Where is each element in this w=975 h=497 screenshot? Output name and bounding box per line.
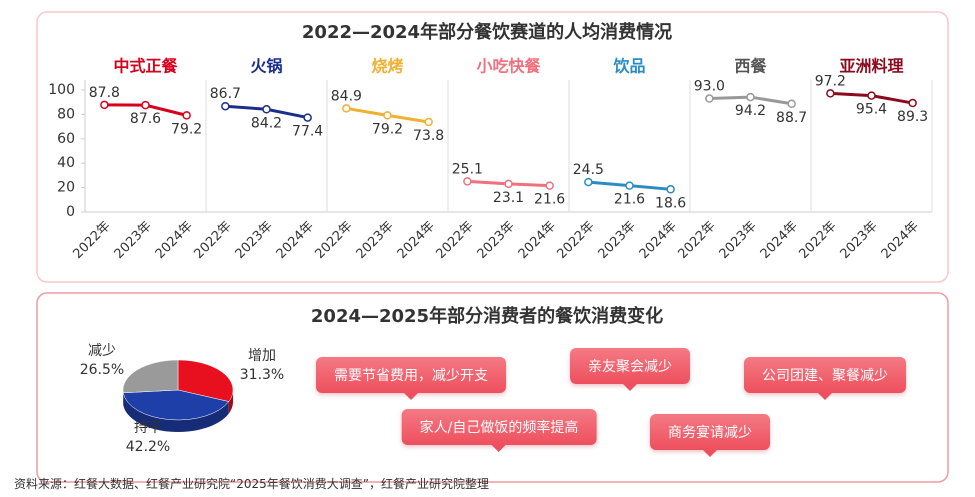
y-tick-label: 0 xyxy=(66,204,75,220)
data-label: 94.2 xyxy=(735,103,766,119)
data-label: 93.0 xyxy=(694,79,725,95)
data-point xyxy=(666,185,675,194)
series-name: 西餐 xyxy=(734,57,767,76)
data-point xyxy=(584,177,593,187)
data-point xyxy=(141,100,150,110)
data-label: 73.8 xyxy=(413,128,444,144)
pie-label: 增加 xyxy=(248,348,276,364)
reason-tag: 亲友聚会减少 xyxy=(570,348,690,391)
data-label: 84.9 xyxy=(331,88,362,104)
data-label: 79.2 xyxy=(171,121,202,137)
series-name: 小吃快餐 xyxy=(476,57,541,76)
pie-slice xyxy=(177,359,234,402)
data-label: 84.2 xyxy=(251,115,282,131)
data-label: 87.6 xyxy=(130,111,161,127)
source-note: 资料来源：红餐大数据、红餐产业研究院“2025年餐饮消费大调查”，红餐产业研究院… xyxy=(14,477,489,491)
data-point xyxy=(705,94,714,103)
reason-tag: 商务宴请减少 xyxy=(650,414,770,457)
data-label: 21.6 xyxy=(614,192,645,208)
data-label: 97.2 xyxy=(815,73,846,89)
data-label: 18.6 xyxy=(655,195,686,211)
data-label: 24.5 xyxy=(573,162,604,178)
data-point xyxy=(221,101,230,111)
data-label: 79.2 xyxy=(372,121,403,137)
data-label: 77.4 xyxy=(292,124,323,140)
reason-tag: 公司团建、聚餐减少 xyxy=(744,357,906,400)
data-point xyxy=(545,181,554,190)
data-point xyxy=(262,105,271,114)
y-tick-label: 60 xyxy=(57,131,75,147)
top-panel xyxy=(36,11,949,283)
series-name: 火锅 xyxy=(250,57,282,76)
pie-slice xyxy=(122,359,179,394)
data-label: 25.1 xyxy=(452,161,483,177)
data-point xyxy=(908,98,917,108)
pie-label: 减少 xyxy=(88,343,116,359)
data-label: 87.8 xyxy=(89,85,120,101)
data-point xyxy=(424,117,433,127)
reason-tag: 家人/自己做饭的频率提高 xyxy=(401,409,597,452)
pie-value: 42.2% xyxy=(126,439,170,455)
data-point xyxy=(182,111,191,120)
data-label: 21.6 xyxy=(534,192,565,208)
data-label: 23.1 xyxy=(493,190,524,206)
data-point xyxy=(100,100,109,110)
data-label: 88.7 xyxy=(776,110,807,126)
series-name: 烧烤 xyxy=(371,57,403,76)
data-point xyxy=(746,92,755,102)
data-point xyxy=(383,111,392,120)
pie-value: 26.5% xyxy=(80,362,124,378)
series-name: 中式正餐 xyxy=(113,57,178,76)
data-point xyxy=(867,91,876,100)
data-point xyxy=(303,113,312,122)
pie-label: 持平 xyxy=(134,420,162,436)
pie-value: 31.3% xyxy=(240,367,284,383)
y-tick-label: 100 xyxy=(48,82,75,98)
pie-slice xyxy=(122,389,230,421)
data-label: 89.3 xyxy=(897,109,928,125)
series-name: 饮品 xyxy=(612,57,645,76)
y-tick-label: 80 xyxy=(57,106,75,122)
y-tick-label: 40 xyxy=(57,155,75,171)
data-point xyxy=(342,104,351,113)
data-point xyxy=(787,99,796,109)
series-name: 亚洲料理 xyxy=(839,57,903,76)
y-tick-label: 20 xyxy=(57,180,75,196)
chart-title: 2022—2024年部分餐饮赛道的人均消费情况 xyxy=(302,21,672,43)
reason-tag: 需要节省费用，减少开支 xyxy=(316,357,506,400)
pie-side xyxy=(123,392,229,433)
data-label: 95.4 xyxy=(856,102,887,118)
data-label: 86.7 xyxy=(210,86,241,102)
data-point xyxy=(463,177,472,186)
data-point xyxy=(625,181,634,190)
chart-title: 2024—2025年部分消费者的餐饮消费变化 xyxy=(311,305,663,327)
data-point xyxy=(504,179,513,189)
data-point xyxy=(826,89,835,98)
